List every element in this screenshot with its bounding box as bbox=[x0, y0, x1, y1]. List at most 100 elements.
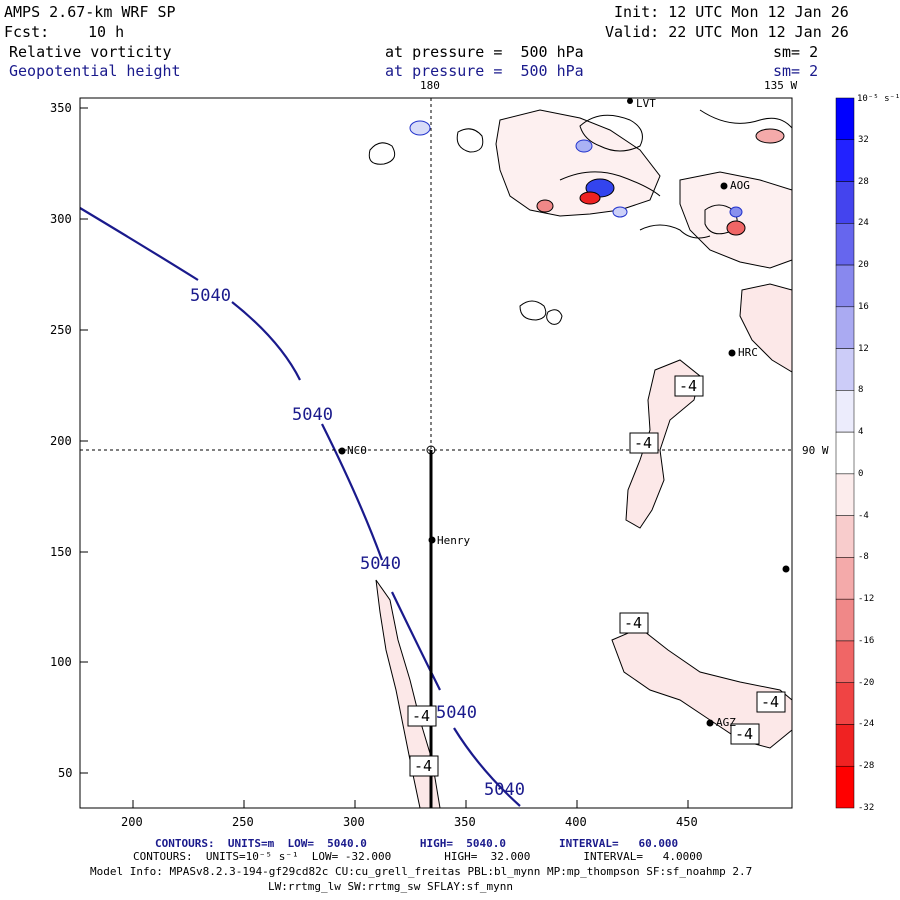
y-tick-label-50: 50 bbox=[58, 766, 73, 780]
field2-name: Geopotential height bbox=[9, 62, 181, 80]
colorbar-label: 0 bbox=[858, 468, 864, 479]
height-contour-5040 bbox=[79, 207, 521, 807]
positive-vorticity-regions bbox=[409, 120, 785, 236]
y-tick-label-300: 300 bbox=[50, 212, 72, 226]
colorbar-label: -28 bbox=[858, 761, 875, 772]
vort-line-5 bbox=[559, 171, 661, 197]
vort-pos-blob-4 bbox=[729, 206, 743, 218]
cross-section-marker bbox=[426, 445, 436, 455]
colorbar-swatch bbox=[835, 765, 855, 809]
colorbar-label: 8 bbox=[858, 385, 864, 396]
colorbar-swatch bbox=[835, 682, 855, 725]
station-dot-agz bbox=[706, 719, 714, 727]
y-tick-label-250: 250 bbox=[50, 323, 72, 337]
vort-pos-blob-1 bbox=[409, 120, 431, 136]
vort-label-box-1 bbox=[674, 375, 704, 397]
vort-neg-blob-2 bbox=[536, 199, 554, 213]
vort-region-southeast bbox=[611, 627, 793, 749]
vort-label-box-7 bbox=[409, 755, 439, 777]
y-tick-label-150: 150 bbox=[50, 545, 72, 559]
field1-smoothing: sm= 2 bbox=[773, 43, 819, 61]
plot-frame bbox=[79, 97, 793, 809]
vort-region-east-edge bbox=[739, 283, 793, 373]
station-dot-edge bbox=[782, 565, 790, 573]
colorbar-label: -32 bbox=[858, 803, 875, 813]
vort-label-2: -4 bbox=[634, 434, 653, 452]
colorbar-swatch bbox=[835, 223, 855, 266]
vort-region-northeast-cluster bbox=[679, 171, 793, 269]
vort-line-2 bbox=[456, 128, 484, 153]
station-dot-aog bbox=[720, 182, 728, 190]
colorbar-label: -16 bbox=[858, 635, 875, 646]
station-dot-nco bbox=[338, 447, 346, 455]
axis-tick-marks bbox=[80, 107, 689, 808]
station-dot-hrc bbox=[728, 349, 736, 357]
lon-label-180: 180 bbox=[420, 79, 440, 92]
vort-label-box-5 bbox=[730, 723, 760, 745]
vort-line-1 bbox=[368, 142, 396, 165]
colorbar-swatch bbox=[835, 348, 855, 391]
station-dot-lvt bbox=[627, 98, 633, 104]
vort-label-5: -4 bbox=[735, 725, 754, 743]
footer-model-info: Model Info: MPASv8.2.3-194-gf29cd82c CU:… bbox=[90, 865, 753, 878]
colorbar-swatch bbox=[835, 431, 855, 475]
vort-neg-blob-3 bbox=[726, 220, 746, 236]
colorbar-swatch bbox=[835, 515, 855, 558]
vort-label-3: -4 bbox=[624, 614, 643, 632]
vorticity-contour-lines bbox=[368, 109, 793, 325]
station-label-aog: AOG bbox=[730, 179, 750, 192]
vort-line-3 bbox=[519, 300, 547, 321]
field1-level: at pressure = 500 hPa bbox=[385, 43, 584, 61]
colorbar-swatch bbox=[835, 181, 855, 224]
colorbar-label: -12 bbox=[858, 594, 875, 605]
colorbar-swatch bbox=[835, 640, 855, 683]
vort-neg-blob-1 bbox=[579, 191, 601, 205]
forecast-hour: 10 h bbox=[88, 23, 125, 41]
colorbar-label: 24 bbox=[858, 218, 869, 229]
footer-height-contours: CONTOURS: UNITS=m LOW= 5040.0 HIGH= 5040… bbox=[155, 837, 679, 850]
x-tick-label-300: 300 bbox=[343, 815, 365, 829]
colorbar-label: -8 bbox=[858, 552, 869, 563]
vort-label-box-6 bbox=[407, 705, 437, 727]
vort-line-4 bbox=[546, 309, 563, 325]
colorbar-label: 16 bbox=[858, 301, 869, 312]
colorbar-swatch bbox=[835, 724, 855, 767]
y-tick-label-100: 100 bbox=[50, 655, 72, 669]
station-markers bbox=[338, 98, 790, 727]
vort-line-8 bbox=[579, 114, 643, 152]
height-label-3: 5040 bbox=[360, 554, 401, 574]
station-label-hrc: HRC bbox=[738, 346, 758, 359]
colorbar-label: -20 bbox=[858, 677, 875, 688]
footer-vort-contours: CONTOURS: UNITS=10⁻⁵ s⁻¹ LOW= -32.000 HI… bbox=[133, 850, 703, 863]
lon-label-135w: 135 W bbox=[764, 79, 798, 92]
field1-name: Relative vorticity bbox=[9, 43, 172, 61]
height-label-1: 5040 bbox=[190, 286, 231, 306]
colorbar-label: -4 bbox=[858, 510, 869, 521]
vort-label-4: -4 bbox=[761, 693, 780, 711]
station-label-henry: Henry bbox=[437, 534, 471, 547]
negative-vorticity-regions bbox=[375, 109, 793, 809]
x-tick-label-400: 400 bbox=[565, 815, 587, 829]
lat-label-90w: 90 W bbox=[802, 444, 829, 457]
x-tick-label-200: 200 bbox=[121, 815, 143, 829]
forecast-label: Fcst: bbox=[4, 23, 50, 41]
colorbar-label: 28 bbox=[858, 176, 869, 187]
x-tick-label-250: 250 bbox=[232, 815, 254, 829]
vort-line-7 bbox=[639, 224, 711, 239]
colorbar-swatch bbox=[835, 306, 855, 349]
colorbar-swatch bbox=[835, 390, 855, 433]
vort-label-6: -4 bbox=[412, 707, 431, 725]
vort-label-1: -4 bbox=[679, 377, 698, 395]
station-label-agz: AGZ bbox=[716, 716, 736, 729]
colorbar-swatch bbox=[835, 139, 855, 182]
vort-pos-blob-3 bbox=[575, 139, 593, 153]
x-tick-label-350: 350 bbox=[454, 815, 476, 829]
colorbar bbox=[835, 97, 855, 809]
vort-line-6 bbox=[699, 109, 793, 129]
colorbar-label: 32 bbox=[858, 134, 869, 145]
model-title: AMPS 2.67-km WRF SP bbox=[4, 3, 176, 21]
station-label-nco: NCO bbox=[347, 444, 367, 457]
footer-radiation-info: LW:rrtmg_lw SW:rrtmg_sw SFLAY:sf_mynn bbox=[268, 880, 514, 893]
vort-label-box-3 bbox=[619, 612, 649, 634]
